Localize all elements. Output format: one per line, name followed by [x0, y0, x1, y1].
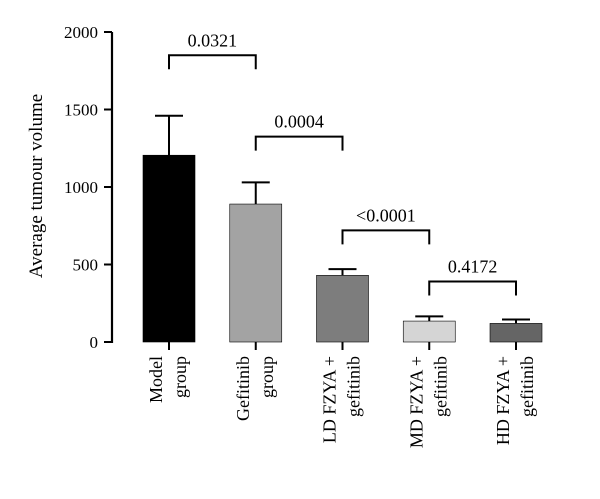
x-category-label-line: gefitinib [430, 356, 450, 417]
x-category-label: Gefitinib group [233, 356, 277, 421]
bar [489, 323, 543, 343]
x-axis-labels: Model group Gefitinib group LD FZYA + gefitin… [146, 356, 537, 448]
x-category-label: MD FZYA + gefitinib [406, 356, 450, 448]
bar [316, 275, 369, 343]
bars [142, 154, 543, 350]
x-category-label-line: group [170, 356, 190, 398]
x-category-label-line: MD FZYA + [406, 356, 426, 448]
bar [402, 320, 456, 343]
p-value-label: 0.0321 [188, 30, 238, 50]
p-value-label: 0.0004 [274, 112, 324, 132]
bar [229, 203, 283, 343]
y-tick-label: 500 [73, 256, 99, 275]
x-category-label-line: gefitinib [517, 356, 537, 417]
significance-bracket [168, 54, 257, 70]
x-category-label: LD FZYA + gefitinib [320, 356, 364, 443]
significance-bracket [428, 280, 517, 296]
significance-bracket [254, 135, 344, 151]
x-category-label-line: LD FZYA + [320, 356, 340, 443]
x-category-label-line: gefitinib [344, 356, 364, 417]
y-tick-label: 0 [90, 333, 99, 352]
significance-brackets: 0.0321 0.0004 <0.0001 0.4172 [168, 30, 517, 296]
y-axis-title: Average tumour volume [26, 94, 47, 278]
bar [142, 154, 196, 343]
y-axis: 0 500 1000 1500 2000 [64, 23, 114, 352]
x-category-label: Model group [146, 356, 190, 403]
x-category-label-line: Model [146, 356, 166, 403]
y-tick-label: 2000 [64, 23, 98, 42]
y-tick-label: 1500 [64, 101, 98, 120]
p-value-label: 0.4172 [448, 257, 498, 277]
significance-bracket [341, 229, 431, 245]
x-category-label-line: group [257, 356, 277, 398]
x-category-label: HD FZYA + gefitinib [493, 356, 537, 445]
y-tick-label: 1000 [64, 178, 98, 197]
x-category-label-line: HD FZYA + [493, 356, 513, 445]
error-bars [155, 114, 530, 324]
x-category-label-line: Gefitinib [233, 356, 253, 421]
p-value-label: <0.0001 [356, 205, 416, 225]
